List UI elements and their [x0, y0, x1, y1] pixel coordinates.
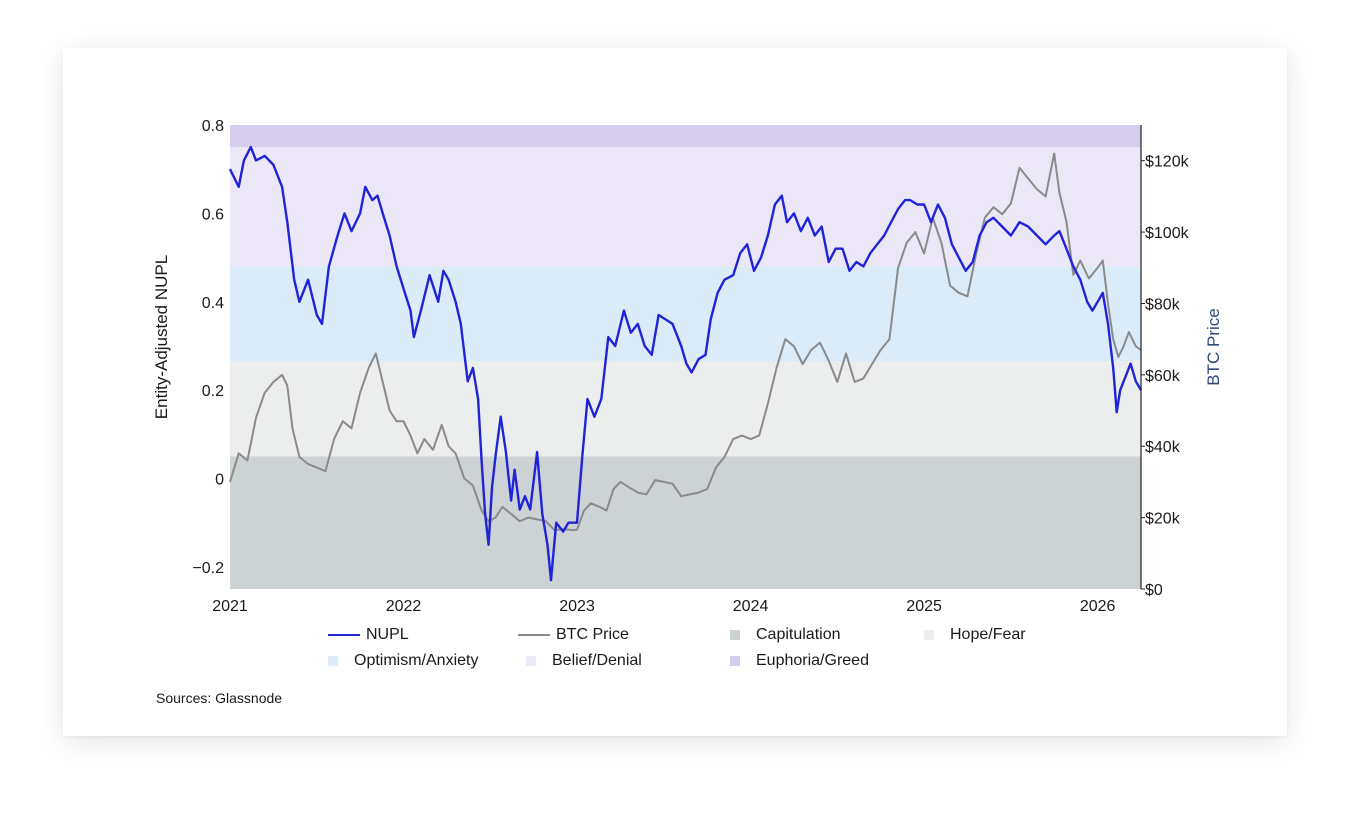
- series-line-btc-price: [229, 152, 1142, 532]
- legend-swatch: [328, 656, 338, 666]
- y-tick-label: 0.2: [202, 383, 224, 400]
- legend-row: Optimism/Anxiety Belief/Denial Euphoria/Gr…: [328, 652, 1108, 678]
- y-tick-label: 0.4: [202, 295, 224, 312]
- legend-swatch: [730, 656, 740, 666]
- zone-euphoria-greed: [230, 125, 1141, 148]
- legend-swatch: [526, 656, 536, 666]
- y2-tick-label: $120k: [1145, 154, 1190, 171]
- legend-item-belief-denial: Belief/Denial: [526, 652, 642, 670]
- y2-tick-label: $0: [1145, 582, 1163, 599]
- zone-capitulation: [230, 456, 1141, 589]
- y2-tick-label: $20k: [1145, 511, 1181, 528]
- legend-label: Capitulation: [756, 626, 841, 643]
- legend-swatch: [924, 630, 934, 640]
- y-axis-title: Entity-Adjusted NUPL: [152, 255, 171, 419]
- legend-item-nupl: NUPL: [328, 626, 409, 644]
- y-tick-label: −0.2: [192, 560, 224, 577]
- y2-tick-label: $80k: [1145, 296, 1181, 313]
- legend-label: Belief/Denial: [552, 652, 642, 669]
- x-tick-label: 2021: [212, 598, 248, 615]
- y2-tick-label: $60k: [1145, 368, 1181, 385]
- y-tick-label: 0: [215, 472, 224, 489]
- y2-axis-title: BTC Price: [1204, 308, 1223, 385]
- legend-swatch: [328, 634, 360, 636]
- y2-tick-label: $40k: [1145, 439, 1181, 456]
- x-tick-label: 2022: [386, 598, 422, 615]
- y-tick-label: 0.8: [202, 118, 224, 135]
- chart-card: −0.2 0 0.2 0.4 0.6 0.8 $0 $20k $40k $60k $80k $100k…: [63, 48, 1287, 736]
- legend: NUPL BTC Price Capitulation Hope/Fear Optim…: [328, 626, 1108, 678]
- series-line-nupl: [228, 145, 1143, 582]
- source-note: Sources: Glassnode: [156, 690, 283, 706]
- x-tick-label: 2026: [1080, 598, 1116, 615]
- nupl-chart: −0.2 0 0.2 0.4 0.6 0.8 $0 $20k $40k $60k $80k $100k…: [152, 118, 1223, 615]
- legend-swatch: [730, 630, 740, 640]
- legend-label: NUPL: [366, 626, 409, 643]
- legend-item-btc-price: BTC Price: [518, 626, 629, 644]
- zone-optimism-anxiety: [230, 266, 1141, 362]
- x-tick-label: 2023: [559, 598, 595, 615]
- legend-label: Hope/Fear: [950, 626, 1026, 643]
- legend-label: Optimism/Anxiety: [354, 652, 479, 669]
- legend-item-capitulation: Capitulation: [730, 626, 841, 644]
- x-tick-label: 2025: [906, 598, 942, 615]
- legend-label: Euphoria/Greed: [756, 652, 869, 669]
- legend-label: BTC Price: [556, 626, 629, 643]
- legend-swatch: [518, 634, 550, 636]
- y2-tick-label: $100k: [1145, 225, 1190, 242]
- legend-row: NUPL BTC Price Capitulation Hope/Fear: [328, 626, 1108, 652]
- legend-item-optimism-anxiety: Optimism/Anxiety: [328, 652, 478, 670]
- y-tick-label: 0.6: [202, 206, 224, 223]
- legend-item-euphoria-greed: Euphoria/Greed: [730, 652, 869, 670]
- x-tick-label: 2024: [733, 598, 769, 615]
- zone-belief-denial: [230, 147, 1141, 267]
- legend-item-hope-fear: Hope/Fear: [924, 626, 1026, 644]
